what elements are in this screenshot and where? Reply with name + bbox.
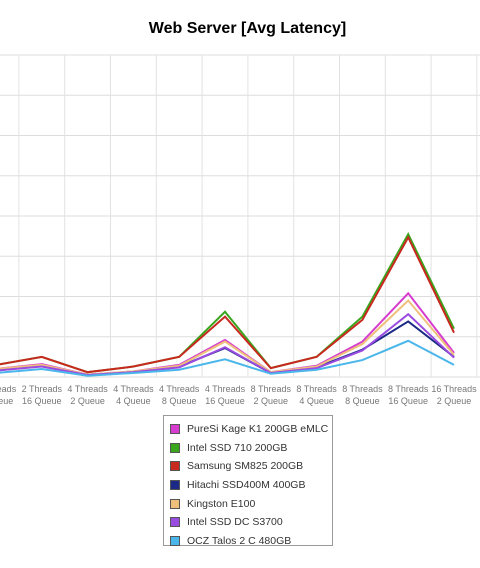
series-line: [0, 312, 455, 376]
x-tick-label: 8 Threads 8 Queue: [342, 384, 383, 406]
chart-grid: [0, 54, 480, 378]
legend-item: Samsung SM825 200GB: [170, 457, 332, 476]
legend-label: OCZ Talos 2 C 480GB: [187, 534, 292, 547]
legend-label: Hitachi SSD400M 400GB: [187, 479, 306, 492]
x-tick-label: 4 Threads 8 Queue: [159, 384, 200, 406]
series-line: [0, 231, 455, 374]
legend-label: Intel SSD DC S3700: [187, 516, 283, 529]
x-tick-label: 4 Threads 4 Queue: [113, 384, 154, 406]
legend-item: OCZ Talos 2 C 480GB: [170, 532, 332, 551]
legend-item: Intel SSD 710 200GB: [170, 439, 332, 458]
legend-swatch: [170, 517, 180, 528]
x-tick-label: 4 Threads 16 Queue: [205, 384, 246, 406]
legend-swatch: [170, 461, 180, 472]
legend-swatch: [170, 498, 180, 509]
x-tick-label: 16 Threads 2 Queue: [431, 384, 477, 406]
legend-swatch: [170, 424, 180, 435]
x-tick-label: 4 Threads 2 Queue: [67, 384, 108, 406]
legend-item: PureSi Kage K1 200GB eMLC: [170, 420, 332, 439]
legend-label: PureSi Kage K1 200GB eMLC: [187, 423, 329, 436]
x-tick-label: 2 Threads 16 Queue: [22, 384, 63, 406]
series-line: [0, 291, 455, 376]
legend-swatch: [170, 535, 180, 546]
x-tick-label: 8 Threads 4 Queue: [296, 384, 337, 406]
legend-label: Samsung SM825 200GB: [187, 460, 304, 473]
legend-item: Kingston E100: [170, 494, 332, 513]
legend-swatch: [170, 442, 180, 453]
x-tick-label: 8 Threads 2 Queue: [251, 384, 292, 406]
chart-lines: [0, 231, 455, 377]
legend-item: Hitachi SSD400M 400GB: [170, 476, 332, 495]
legend-label: Intel SSD 710 200GB: [187, 441, 288, 454]
chart-title: Web Server [Avg Latency]: [148, 20, 347, 37]
x-tick-label: 8 Threads 16 Queue: [388, 384, 429, 406]
series-line: [0, 299, 455, 376]
chart-legend: PureSi Kage K1 200GB eMLC Intel SSD 710 2…: [163, 415, 333, 547]
legend-item: Intel SSD DC S3700: [170, 513, 332, 532]
legend-label: Kingston E100: [187, 497, 256, 510]
series-line: [0, 339, 455, 377]
legend-swatch: [170, 480, 180, 491]
series-line: [0, 235, 455, 374]
